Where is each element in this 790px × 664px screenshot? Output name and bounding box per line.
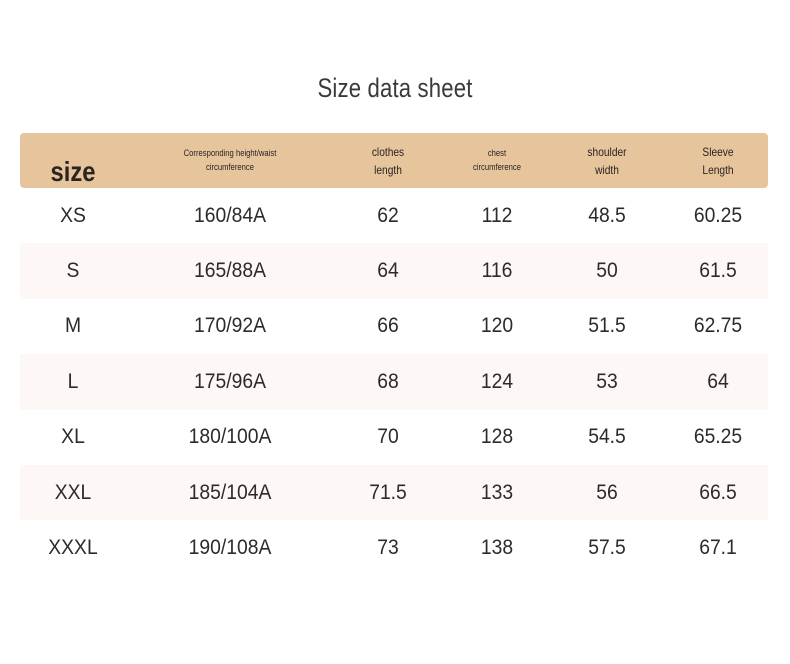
header-shoulder-line2: width bbox=[595, 162, 619, 177]
cell-shoulder: 56 bbox=[596, 480, 618, 504]
cell-height-waist: 190/108A bbox=[188, 536, 272, 560]
cell-size: XXL bbox=[54, 480, 92, 504]
cell-shoulder: 57.5 bbox=[588, 536, 626, 560]
header-clothes-length-line2: length bbox=[374, 162, 402, 177]
page-title: Size data sheet bbox=[317, 73, 473, 103]
cell-height-waist: 185/104A bbox=[188, 480, 272, 504]
header-sleeve-line1: Sleeve bbox=[702, 144, 734, 159]
cell-sleeve: 65.25 bbox=[693, 425, 743, 449]
table-row: XXXL 190/108A 73 138 57.5 67.1 bbox=[20, 520, 768, 575]
cell-height-waist: 160/84A bbox=[194, 203, 266, 227]
header-chest-circumference: chest circumference bbox=[455, 133, 540, 188]
table-row: M 170/92A 66 120 51.5 62.75 bbox=[20, 299, 768, 354]
cell-shoulder: 53 bbox=[596, 369, 618, 393]
header-clothes-length: clothes length bbox=[346, 133, 431, 188]
cell-height-waist: 175/96A bbox=[194, 369, 266, 393]
cell-height-waist: 180/100A bbox=[188, 425, 272, 449]
header-sleeve-length: Sleeve Length bbox=[676, 133, 761, 188]
table-row: L 175/96A 68 124 53 64 bbox=[20, 354, 768, 410]
cell-clothes-length: 62 bbox=[377, 203, 399, 227]
cell-height-waist: 165/88A bbox=[194, 259, 266, 283]
cell-size: XL bbox=[61, 425, 85, 449]
cell-shoulder: 51.5 bbox=[588, 314, 626, 338]
cell-clothes-length: 68 bbox=[377, 369, 399, 393]
cell-sleeve: 61.5 bbox=[699, 259, 737, 283]
cell-size: M bbox=[64, 314, 82, 338]
cell-clothes-length: 66 bbox=[377, 314, 399, 338]
cell-chest: 120 bbox=[480, 314, 514, 338]
header-height-waist-line2: circumference bbox=[205, 161, 255, 172]
cell-sleeve: 66.5 bbox=[699, 480, 737, 504]
cell-clothes-length: 70 bbox=[377, 425, 399, 449]
cell-chest: 116 bbox=[481, 259, 513, 283]
cell-shoulder: 48.5 bbox=[588, 203, 626, 227]
cell-height-waist: 170/92A bbox=[194, 314, 266, 338]
cell-chest: 124 bbox=[480, 369, 514, 393]
header-height-waist: Corresponding height/waist circumference bbox=[154, 133, 307, 188]
cell-size: XXXL bbox=[48, 536, 98, 560]
cell-sleeve: 60.25 bbox=[693, 203, 743, 227]
cell-clothes-length: 71.5 bbox=[369, 480, 407, 504]
header-clothes-length-line1: clothes bbox=[371, 144, 405, 159]
header-height-waist-line1: Corresponding height/waist bbox=[183, 148, 277, 159]
cell-shoulder: 50 bbox=[596, 259, 618, 283]
header-shoulder-width: shoulder width bbox=[565, 133, 650, 188]
header-chest-line1: chest bbox=[487, 148, 507, 159]
header-size: size bbox=[28, 133, 118, 200]
header-shoulder-line1: shoulder bbox=[587, 144, 627, 159]
cell-sleeve: 67.1 bbox=[699, 536, 737, 560]
table-header: size Corresponding height/waist circumfe… bbox=[20, 133, 768, 188]
cell-clothes-length: 73 bbox=[377, 536, 399, 560]
header-sleeve-line2: Length bbox=[702, 162, 734, 177]
table-row: XS 160/84A 62 112 48.5 60.25 bbox=[20, 188, 768, 243]
header-chest-line2: circumference bbox=[472, 161, 522, 172]
cell-sleeve: 62.75 bbox=[693, 314, 743, 338]
cell-size: XS bbox=[60, 203, 86, 227]
table-body: XS 160/84A 62 112 48.5 60.25 S 165/88A 64 116 50 61… bbox=[20, 188, 768, 576]
header-size-label: size bbox=[50, 156, 96, 188]
size-table: size Corresponding height/waist circumfe… bbox=[20, 133, 768, 576]
cell-shoulder: 54.5 bbox=[588, 425, 626, 449]
cell-chest: 128 bbox=[480, 425, 514, 449]
table-row: XL 180/100A 70 128 54.5 65.25 bbox=[20, 410, 768, 465]
cell-sleeve: 64 bbox=[707, 369, 729, 393]
cell-chest: 138 bbox=[480, 536, 514, 560]
cell-size: S bbox=[66, 259, 80, 283]
table-row: XXL 185/104A 71.5 133 56 66.5 bbox=[20, 464, 768, 521]
cell-clothes-length: 64 bbox=[377, 259, 399, 283]
cell-chest: 133 bbox=[480, 480, 514, 504]
table-row: S 165/88A 64 116 50 61.5 bbox=[20, 243, 768, 299]
cell-chest: 112 bbox=[481, 203, 513, 227]
cell-size: L bbox=[67, 369, 79, 393]
